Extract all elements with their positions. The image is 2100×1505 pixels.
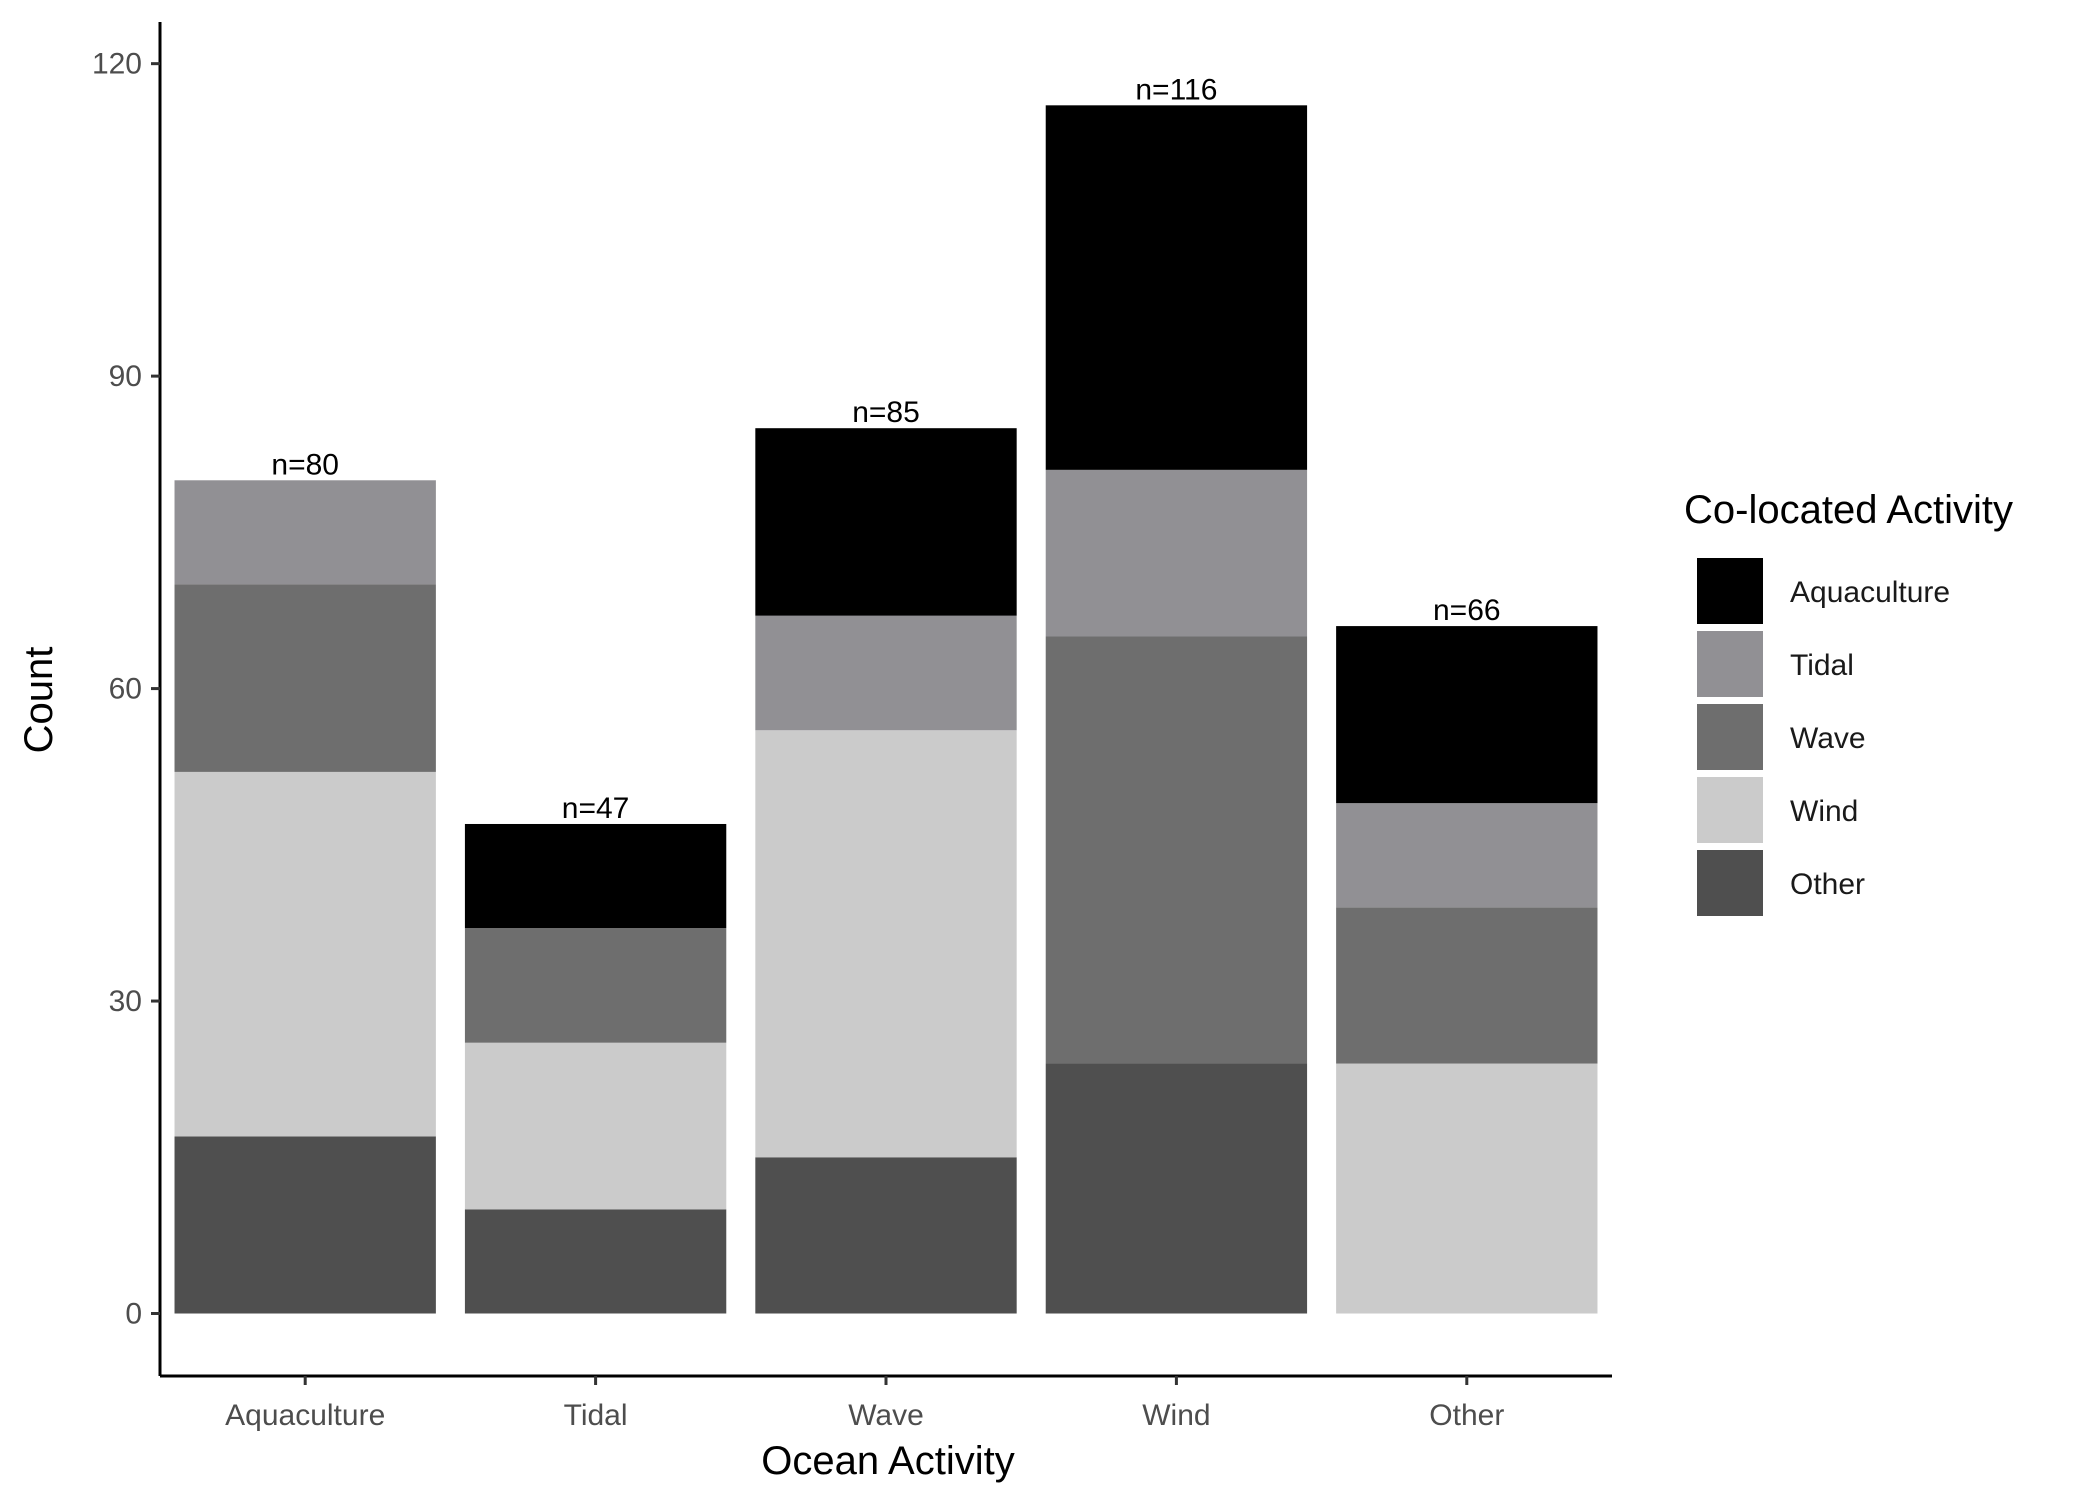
y-tick-label: 60 bbox=[109, 673, 142, 706]
legend-key bbox=[1697, 631, 1763, 697]
bar-segment-wind-wave bbox=[1045, 636, 1308, 1064]
bar-segment-wind-tidal bbox=[1045, 469, 1308, 637]
bar-segment-tidal-wind bbox=[464, 1042, 727, 1210]
bar-segment-wave-wind bbox=[755, 730, 1017, 1158]
bar-segment-other-aquaculture bbox=[1336, 626, 1598, 804]
bar-segment-other-wave bbox=[1336, 907, 1598, 1064]
x-tick-label: Aquaculture bbox=[225, 1399, 385, 1432]
legend-key bbox=[1697, 558, 1763, 624]
legend-label: Tidal bbox=[1790, 649, 1854, 682]
bar-segment-tidal-aquaculture bbox=[464, 823, 727, 929]
x-tick-label: Other bbox=[1429, 1399, 1504, 1432]
bar-segment-aquaculture-other bbox=[174, 1136, 436, 1314]
legend-label: Aquaculture bbox=[1790, 576, 1950, 609]
x-axis-title: Ocean Activity bbox=[761, 1439, 1014, 1483]
bar-segment-aquaculture-tidal bbox=[174, 480, 436, 585]
legend-label: Other bbox=[1790, 868, 1865, 901]
legend-key bbox=[1697, 777, 1763, 843]
bar-segment-wave-tidal bbox=[755, 615, 1017, 731]
x-tick-label: Wave bbox=[848, 1399, 924, 1432]
legend-title: Co-located Activity bbox=[1684, 488, 2013, 532]
y-tick-label: 90 bbox=[109, 360, 142, 393]
total-label: n=80 bbox=[271, 448, 339, 481]
y-tick-label: 0 bbox=[125, 1298, 142, 1331]
bar-segment-other-wind bbox=[1336, 1063, 1598, 1314]
x-tick-label: Wind bbox=[1142, 1399, 1210, 1432]
y-tick-label: 120 bbox=[92, 48, 142, 81]
total-labels-layer: n=80 n=47 n=85 n=116 n=66 bbox=[271, 73, 1500, 825]
total-label: n=66 bbox=[1433, 594, 1501, 627]
legend-label: Wave bbox=[1790, 722, 1866, 755]
bar-segment-aquaculture-wave bbox=[174, 584, 436, 772]
bar-segment-other-tidal bbox=[1336, 803, 1598, 908]
bar-segment-wave-other bbox=[755, 1157, 1017, 1314]
bar-segment-wind-aquaculture bbox=[1045, 105, 1308, 470]
bar-segment-wave-aquaculture bbox=[755, 428, 1017, 616]
bars-layer bbox=[174, 105, 1598, 1314]
total-label: n=116 bbox=[1135, 73, 1217, 106]
legend-key bbox=[1697, 704, 1763, 770]
legend: Co-located Activity Aquaculture Tidal Wave… bbox=[1684, 488, 2013, 916]
bar-segment-aquaculture-wind bbox=[174, 771, 436, 1137]
y-axis-title: Count bbox=[17, 647, 61, 754]
total-label: n=47 bbox=[562, 792, 630, 825]
bar-segment-tidal-other bbox=[464, 1209, 727, 1314]
y-tick-label: 30 bbox=[109, 985, 142, 1018]
bar-segment-wind-other bbox=[1045, 1063, 1308, 1314]
x-tick-label: Tidal bbox=[564, 1399, 628, 1432]
axes-layer: 0 30 60 90 120 Aquaculture Tidal Wave Wind Other bbox=[92, 22, 1612, 1432]
legend-label: Wind bbox=[1790, 795, 1858, 828]
total-label: n=85 bbox=[852, 396, 920, 429]
legend-key bbox=[1697, 850, 1763, 916]
bar-segment-tidal-wave bbox=[464, 928, 727, 1043]
